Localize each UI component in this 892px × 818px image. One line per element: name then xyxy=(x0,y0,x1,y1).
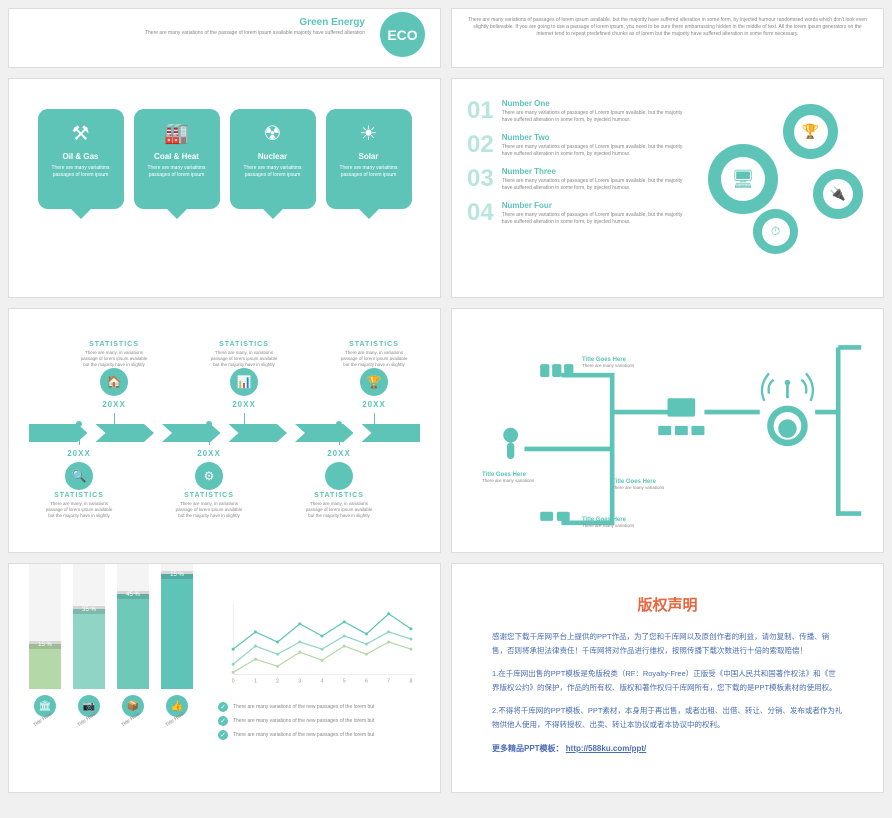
energy-bubble: 🏭 Coal & Heat There are many variations pa… xyxy=(134,109,220,209)
bubble-text: There are many variations passages of lo… xyxy=(142,165,212,178)
bar: 45 %📦Title Here xyxy=(117,563,149,729)
bubble-title: Nuclear xyxy=(238,152,308,161)
ppt-link[interactable]: http://588ku.com/ppt/ xyxy=(566,744,646,753)
numbered-item: 02 Number Two There are many variations of… xyxy=(467,133,683,157)
check-text: There are many variations of the new pas… xyxy=(233,718,374,724)
slide-eco: Green Energy There are many variations o… xyxy=(8,8,441,68)
energy-bubble: ☀ Solar There are many variations passages… xyxy=(326,109,412,209)
copyright-p1: 感谢您下载千库网平台上提供的PPT作品，为了您和千库网以及原创作者的利益，请勿复… xyxy=(492,630,843,657)
item-text: There are many variations of passages of… xyxy=(502,144,683,157)
check-icon: ✓ xyxy=(218,716,228,726)
bubble-title: Oil & Gas xyxy=(46,152,116,161)
bar: 15 %🏛Title Here xyxy=(29,563,61,729)
nuclear-icon: ☢ xyxy=(238,121,308,146)
gauge-icon: ⏱ xyxy=(762,218,790,246)
intro-paragraph: There are many variations of passages of… xyxy=(467,17,868,38)
timeline-item: 20XXSTATISTICSThere are many, in variati… xyxy=(304,449,374,519)
item-title: Number One xyxy=(502,99,683,108)
green-energy-title: Green Energy xyxy=(24,17,365,28)
svg-text:3: 3 xyxy=(298,678,301,684)
slide-numbered-gears: 01 Number One There are many variations of… xyxy=(451,78,884,298)
bubble-text: There are many variations passages of lo… xyxy=(238,165,308,178)
trophy-icon: 🏆 xyxy=(794,115,828,149)
item-number: 02 xyxy=(467,133,494,157)
check-text: There are many variations of the new pas… xyxy=(233,732,374,738)
item-text: There are many variations of passages of… xyxy=(502,212,683,225)
network-label: Title Goes HereThere are many variations xyxy=(582,517,634,528)
item-title: Number Four xyxy=(502,201,683,210)
slide-charts: 15 %🏛Title Here 35 %📷Title Here 45 %📦Title… xyxy=(8,563,441,793)
bubble-text: There are many variations passages of lo… xyxy=(334,165,404,178)
energy-bubble: ⚒ Oil & Gas There are many variations pass… xyxy=(38,109,124,209)
bar: 15 %👍Title Here xyxy=(161,563,193,729)
network-label: Title Goes HereThere are many variations xyxy=(612,479,664,490)
slide-energy-bubbles: ⚒ Oil & Gas There are many variations pass… xyxy=(8,78,441,298)
bar-percent: 15 % xyxy=(161,571,193,579)
numbered-item: 03 Number Three There are many variations … xyxy=(467,167,683,191)
svg-text:2: 2 xyxy=(276,678,279,684)
check-text: There are many variations of the new pas… xyxy=(233,704,374,710)
copyright-link: 更多精品PPT模板： http://588ku.com/ppt/ xyxy=(492,743,843,754)
bar-percent: 45 % xyxy=(117,591,149,599)
energy-bubble: ☢ Nuclear There are many variations passag… xyxy=(230,109,316,209)
oilgas-icon: ⚒ xyxy=(46,121,116,146)
svg-text:5: 5 xyxy=(343,678,346,684)
slide-intro-text: There are many variations of passages of… xyxy=(451,8,884,68)
check-item: ✓ There are many variations of the new pa… xyxy=(218,730,420,740)
svg-text:8: 8 xyxy=(410,678,413,684)
timeline-item: 20XX🔍STATISTICSThere are many, in variat… xyxy=(44,449,114,519)
item-text: There are many variations of passages of… xyxy=(502,178,683,191)
check-icon: ✓ xyxy=(218,702,228,712)
eco-badge-icon: ECO xyxy=(380,12,425,57)
timeline-item: STATISTICSThere are many, in variations … xyxy=(79,339,149,409)
coalheat-icon: 🏭 xyxy=(142,121,212,146)
svg-text:7: 7 xyxy=(387,678,390,684)
check-item: ✓ There are many variations of the new pa… xyxy=(218,702,420,712)
slide-timeline: STATISTICSThere are many, in variations … xyxy=(8,308,441,553)
copyright-p2: 1.在千库网出售的PPT模板是免版税类（RF：Royalty-Free）正版受《… xyxy=(492,667,843,694)
svg-text:4: 4 xyxy=(321,678,324,684)
svg-text:1: 1 xyxy=(254,678,257,684)
item-number: 03 xyxy=(467,167,494,191)
item-title: Number Three xyxy=(502,167,683,176)
timeline-item: STATISTICSThere are many, in variations … xyxy=(339,339,409,409)
svg-text:0: 0 xyxy=(232,678,235,684)
network-label: Title Goes HereThere are many variations xyxy=(582,357,634,368)
solar-icon: ☀ xyxy=(334,121,404,146)
svg-text:6: 6 xyxy=(365,678,368,684)
bar: 35 %📷Title Here xyxy=(73,563,105,729)
item-number: 04 xyxy=(467,201,494,225)
check-icon: ✓ xyxy=(218,730,228,740)
plug-icon: 🔌 xyxy=(823,179,853,209)
gears-graphic: 🖥 🏆 🔌 ⏱ xyxy=(698,99,868,279)
item-title: Number Two xyxy=(502,133,683,142)
monitor-icon: 🖥 xyxy=(721,157,765,201)
bar-percent: 35 % xyxy=(73,606,105,614)
bubble-title: Solar xyxy=(334,152,404,161)
item-text: There are many variations of passages of… xyxy=(502,110,683,123)
green-energy-body: There are many variations of the passage… xyxy=(24,30,365,36)
timeline-item: STATISTICSThere are many, in variations … xyxy=(209,339,279,409)
network-label: Title Goes HereThere are many variations xyxy=(482,472,534,483)
numbered-item: 04 Number Four There are many variations o… xyxy=(467,201,683,225)
slide-network: Title Goes HereThere are many variations… xyxy=(451,308,884,553)
check-item: ✓ There are many variations of the new pa… xyxy=(218,716,420,726)
timeline-item: 20XX⚙STATISTICSThere are many, in variat… xyxy=(174,449,244,519)
bubble-text: There are many variations passages of lo… xyxy=(46,165,116,178)
numbered-item: 01 Number One There are many variations of… xyxy=(467,99,683,123)
slide-copyright: 版权声明 感谢您下载千库网平台上提供的PPT作品，为了您和千库网以及原创作者的利… xyxy=(451,563,884,793)
bar-percent: 15 % xyxy=(29,641,61,649)
item-number: 01 xyxy=(467,99,494,123)
bubble-title: Coal & Heat xyxy=(142,152,212,161)
copyright-p3: 2.不得将千库网的PPT模板、PPT素材，本身用于再出售，或者出租、出借、转让、… xyxy=(492,704,843,731)
copyright-title: 版权声明 xyxy=(492,594,843,615)
